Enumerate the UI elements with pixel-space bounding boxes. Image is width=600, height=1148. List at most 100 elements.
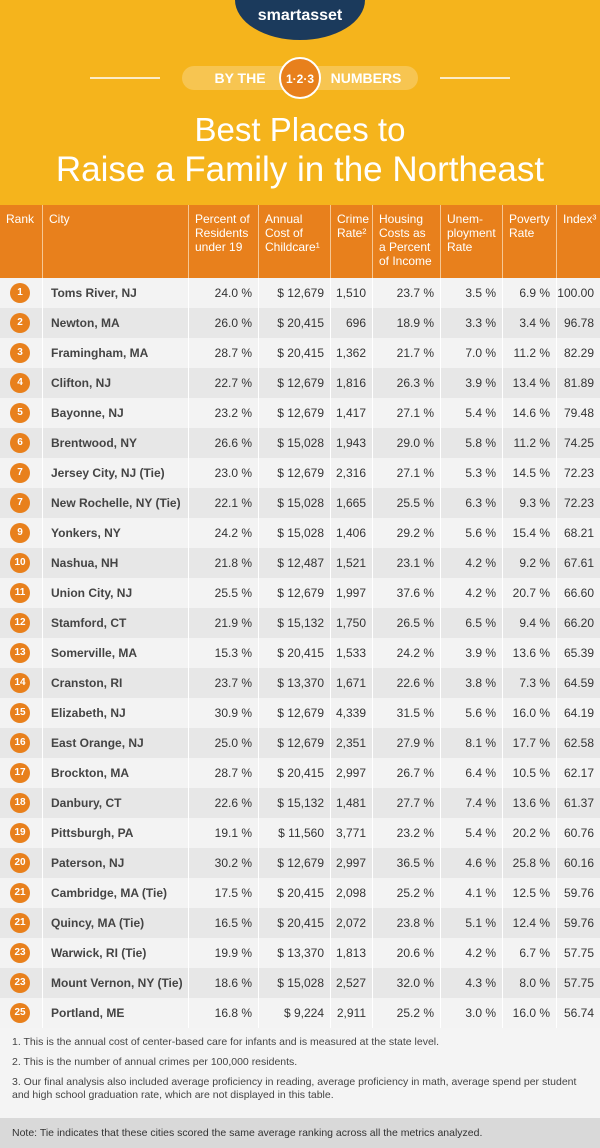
cell: 2,098 [330,878,372,908]
cell: 696 [330,308,372,338]
cell: 4.2 % [440,578,502,608]
cell: 13 [0,638,42,668]
column-header: City [42,205,188,278]
cell: 2,997 [330,848,372,878]
header-line: Index³ [563,212,597,226]
title: Raise a Family in the Northeast [56,150,545,189]
cell: 26.6 % [188,428,258,458]
rank-badge: 14 [10,673,30,693]
cell: 14.6 % [502,398,556,428]
cell: $ 20,415 [258,908,330,938]
cell: 6 [0,428,42,458]
cell: 25.2 % [372,878,440,908]
table-row: 9 Yonkers, NY 24.2 % $ 15,028 1,406 29.2 % 5.6… [0,518,600,548]
header-line: Rate [509,226,535,240]
header-line: Cost of [265,226,304,240]
cell: 1,943 [330,428,372,458]
table-row: 18 Danbury, CT 22.6 % $ 15,132 1,481 27.7 % 7.… [0,788,600,818]
cell: 72.23 [556,458,600,488]
cell: 64.59 [556,668,600,698]
cell: 74.25 [556,428,600,458]
cell: 1,750 [330,608,372,638]
cell: 81.89 [556,368,600,398]
rank-badge: 5 [10,403,30,423]
header-line: ployment [447,226,496,240]
cell: Somerville, MA [42,638,188,668]
cell: Warwick, RI (Tie) [42,938,188,968]
cell: 1,671 [330,668,372,698]
cell: 12.4 % [502,908,556,938]
cell: Toms River, NJ [42,278,188,308]
logo-badge [235,0,365,40]
cell: 1,417 [330,398,372,428]
header-line: under 19 [195,240,243,254]
cell: 10.5 % [502,758,556,788]
cell: 28.7 % [188,758,258,788]
cell: 60.16 [556,848,600,878]
cell: 5.4 % [440,818,502,848]
cell: 6.5 % [440,608,502,638]
cell: 7.0 % [440,338,502,368]
cell: 25.2 % [372,998,440,1028]
cell: 1,813 [330,938,372,968]
cell: 25.5 % [188,578,258,608]
cell: 26.5 % [372,608,440,638]
cell: 3.0 % [440,998,502,1028]
table-row: 20 Paterson, NJ 30.2 % $ 12,679 2,997 36.5 % 4… [0,848,600,878]
note: Note: Tie indicates that these cities sc… [0,1118,600,1148]
rank-badge: 9 [10,523,30,543]
cell: Stamford, CT [42,608,188,638]
table-row: 2 Newton, MA 26.0 % $ 20,415 696 18.9 % 3.3 % 3… [0,308,600,338]
cell: 23.2 % [188,398,258,428]
cell: $ 20,415 [258,758,330,788]
cell: 3.4 % [502,308,556,338]
rank-badge: 11 [10,583,30,603]
table-row: 14 Cranston, RI 23.7 % $ 13,370 1,671 22.6 % 3… [0,668,600,698]
cell: 9.3 % [502,488,556,518]
cell: 82.29 [556,338,600,368]
rank-badge: 10 [10,553,30,573]
cell: 79.48 [556,398,600,428]
cell: 66.60 [556,578,600,608]
cell: 20.2 % [502,818,556,848]
table-row: 11 Union City, NJ 25.5 % $ 12,679 1,997 37.6 … [0,578,600,608]
cell: 64.19 [556,698,600,728]
header-line: Housing [379,212,424,226]
table-row: 7 Jersey City, NJ (Tie) 23.0 % $ 12,679 2,31… [0,458,600,488]
rank-badge: 1 [10,283,30,303]
column-header: Annual Cost of Childcare¹ [258,205,330,278]
cell: 25.8 % [502,848,556,878]
table-row: 10 Nashua, NH 21.8 % $ 12,487 1,521 23.1 % 4.2… [0,548,600,578]
cell: 7 [0,458,42,488]
cell: Cambridge, MA (Tie) [42,878,188,908]
cell: 11 [0,578,42,608]
cell: $ 11,560 [258,818,330,848]
header-line: Residents [195,226,249,240]
column-header: Percent of Residents under 19 [188,205,258,278]
table-row: 19 Pittsburgh, PA 19.1 % $ 11,560 3,771 23.2 … [0,818,600,848]
cell: $ 20,415 [258,308,330,338]
cell: 5.6 % [440,698,502,728]
cell: 31.5 % [372,698,440,728]
cell: 30.2 % [188,848,258,878]
cell: 2,911 [330,998,372,1028]
cell: 16.0 % [502,698,556,728]
rank-badge: 12 [10,613,30,633]
cell: 37.6 % [372,578,440,608]
cell: 25 [0,998,42,1028]
rank-badge: 3 [10,343,30,363]
header-line: Rate [447,240,473,254]
cell: 17.7 % [502,728,556,758]
cell: $ 15,132 [258,788,330,818]
cell: 7 [0,488,42,518]
cell: 32.0 % [372,968,440,998]
table-row: 1 Toms River, NJ 24.0 % $ 12,679 1,510 23.7 %… [0,278,600,308]
cell: 16.0 % [502,998,556,1028]
cell: 1,665 [330,488,372,518]
rank-badge: 7 [10,463,30,483]
cell: Clifton, NJ [42,368,188,398]
cell: $ 15,028 [258,968,330,998]
table-row: 4 Clifton, NJ 22.7 % $ 12,679 1,816 26.3 % 3.9… [0,368,600,398]
column-header: Unem-ployment Rate [440,205,502,278]
rank-badge: 20 [10,853,30,873]
